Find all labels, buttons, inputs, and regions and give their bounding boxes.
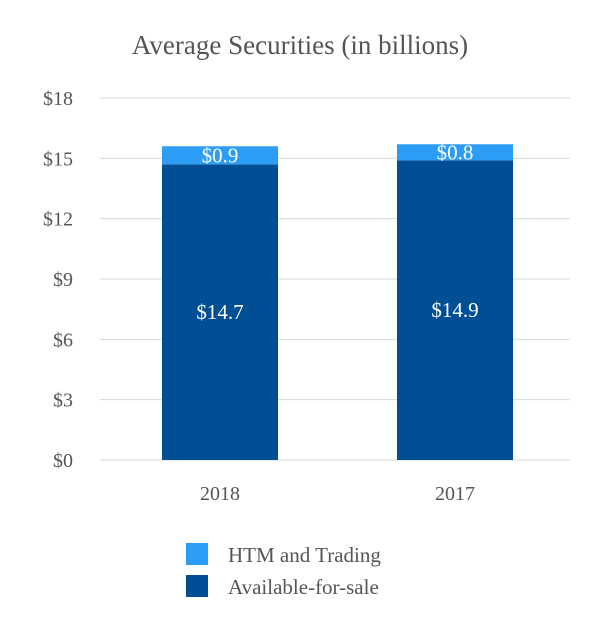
y-tick-label: $9 <box>53 269 73 291</box>
y-tick-label: $12 <box>43 209 73 231</box>
legend-label: Available-for-sale <box>228 575 379 599</box>
legend-swatch <box>186 543 208 565</box>
y-tick-label: $6 <box>53 329 73 351</box>
y-tick-label: $15 <box>43 148 73 170</box>
data-label: $14.7 <box>196 300 243 324</box>
legend: HTM and Trading Available-for-sale <box>186 543 381 599</box>
data-label: $0.9 <box>202 143 239 167</box>
data-label: $0.8 <box>437 140 474 164</box>
x-tick-label: 2018 <box>200 483 240 505</box>
legend-swatch <box>186 575 208 597</box>
y-axis-ticks: $0 $3 $6 $9 $12 $15 $18 <box>43 88 73 472</box>
y-tick-label: $3 <box>53 390 73 412</box>
bar-segment <box>397 160 513 460</box>
bar-segment <box>397 144 513 161</box>
bar-segment <box>162 164 278 460</box>
x-axis-ticks: 2018 2017 <box>200 483 475 505</box>
x-tick-label: 2017 <box>435 483 475 505</box>
legend-label: HTM and Trading <box>228 543 381 567</box>
bars: $14.7 $0.9 $14.9 $0.8 <box>162 140 513 460</box>
y-tick-label: $18 <box>43 88 73 110</box>
bar-segment <box>162 146 278 165</box>
y-tick-label: $0 <box>53 450 73 472</box>
chart-title: Average Securities (in billions) <box>132 30 468 60</box>
data-label: $14.9 <box>431 298 478 322</box>
